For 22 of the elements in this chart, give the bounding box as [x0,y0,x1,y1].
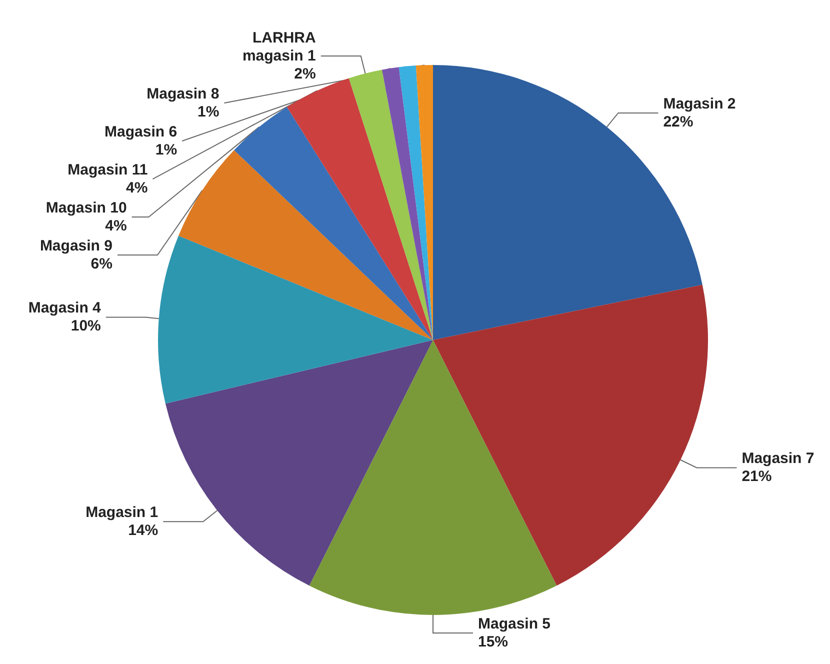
slice-label: Magasin 10 [46,200,127,217]
slice-label: Magasin 8 [146,86,220,103]
slice-label: LARHRA magasin 1 [242,30,316,65]
slice-label: Magasin 2 [663,95,736,112]
slice-label: Magasin 5 [478,616,551,632]
data-label: 10% [70,318,101,335]
data-label: 6% [90,256,112,273]
data-label: 1% [155,142,178,159]
data-label: 21% [742,468,772,486]
data-label: 15% [478,634,508,650]
slice-label: Magasin 9 [40,238,112,255]
data-label: 1% [198,104,220,121]
slice-label: Magasin 7 [742,450,814,468]
data-label: 22% [663,113,694,130]
data-label: 2% [294,66,316,83]
slice-label: Magasin 1 [86,504,158,522]
data-label: 4% [126,180,148,197]
data-label: 14% [128,522,158,540]
slice-label: Magasin 4 [28,300,102,317]
data-label: 4% [105,218,127,235]
slice-label: Magasin 11 [68,162,148,179]
slice-label: Magasin 6 [104,124,178,141]
